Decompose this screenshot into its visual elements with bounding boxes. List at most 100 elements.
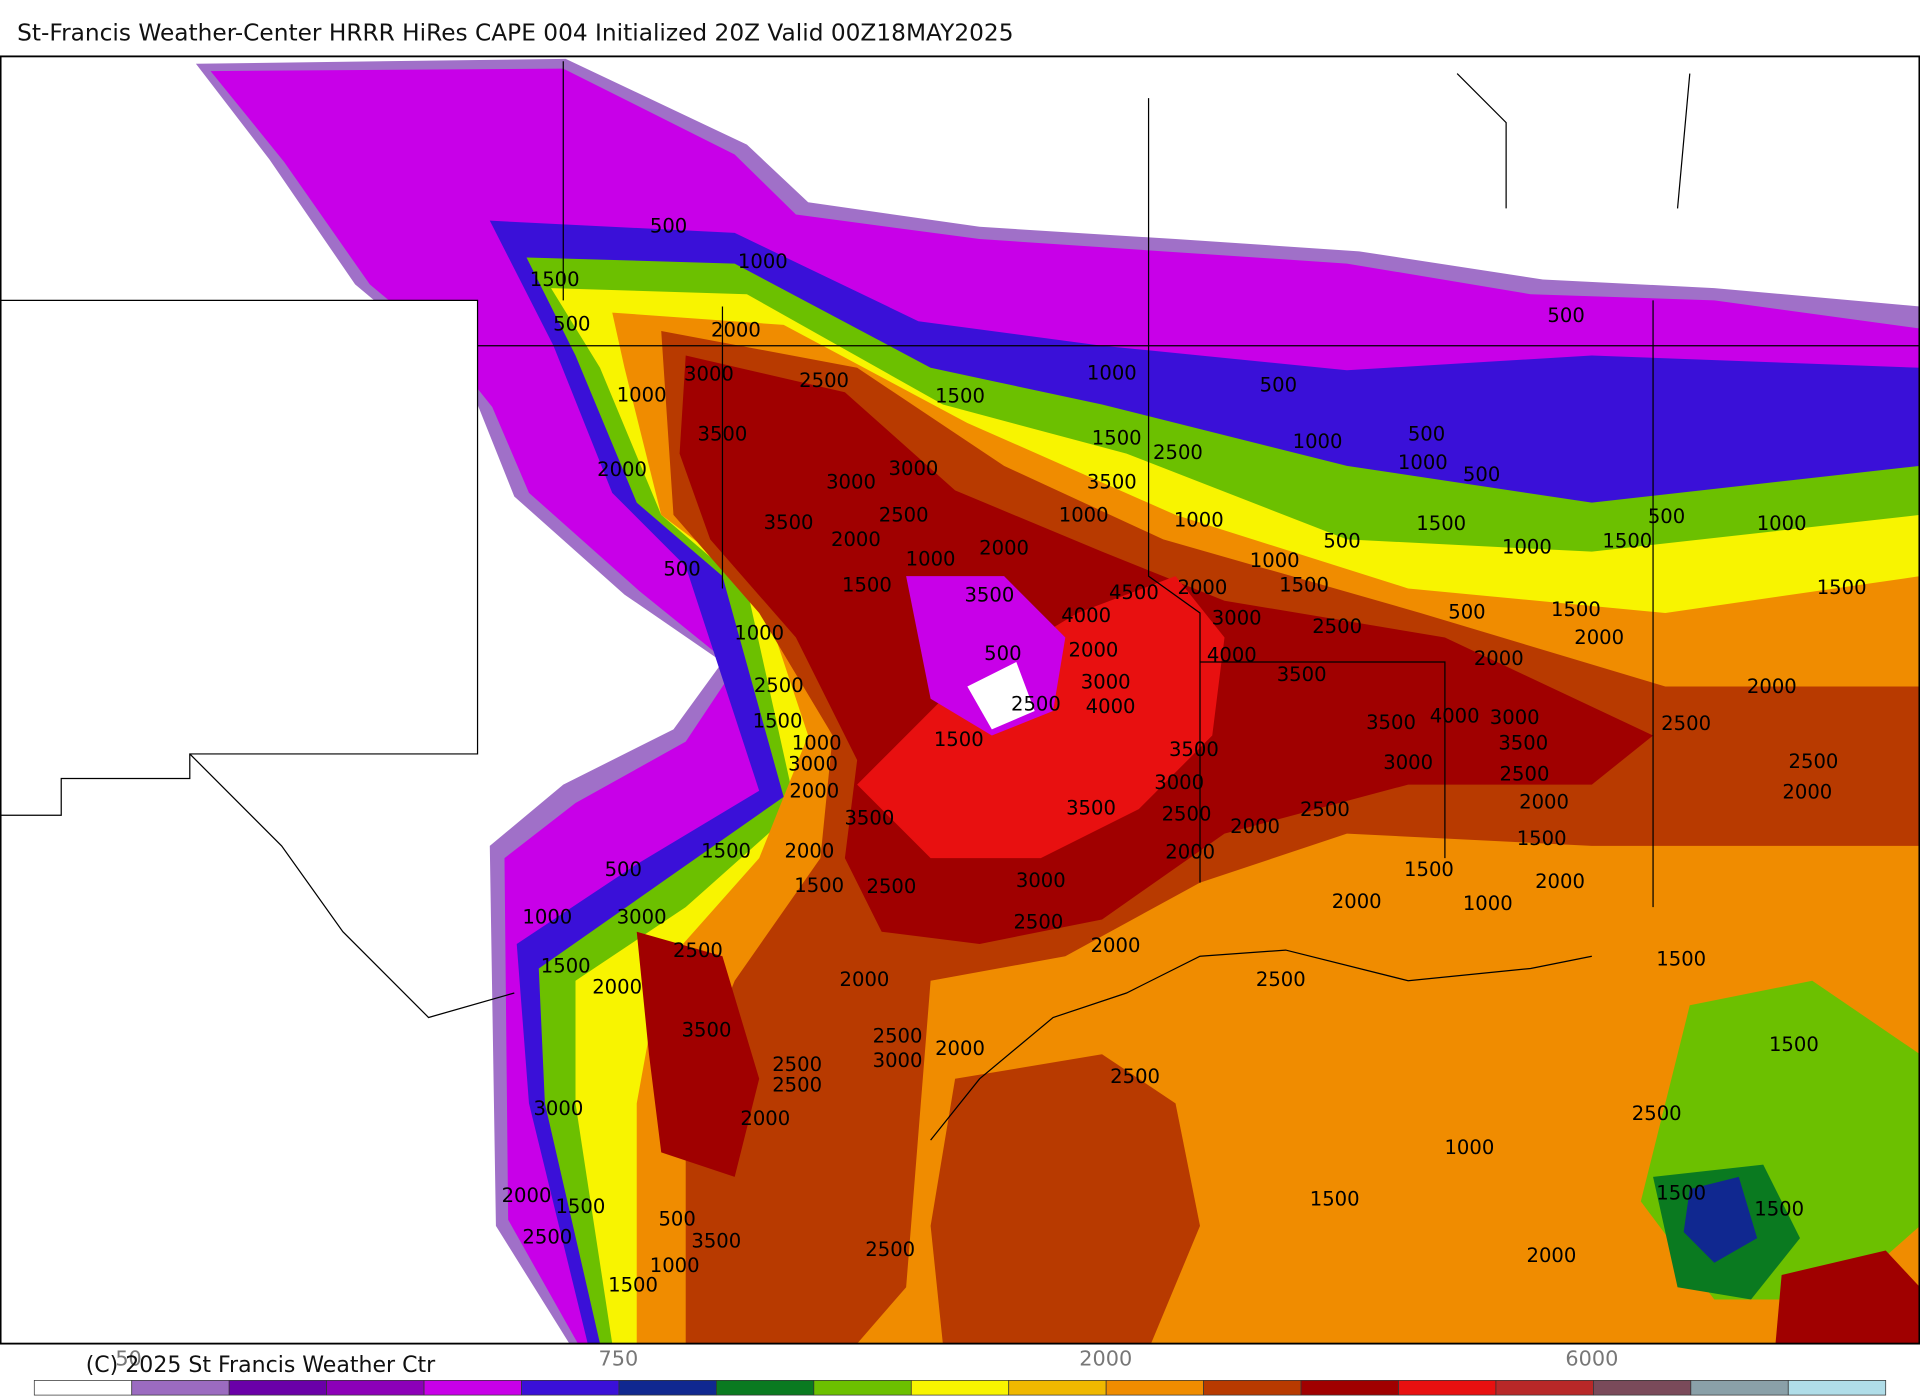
contour-label: 2000 bbox=[1178, 576, 1228, 599]
contour-label: 2500 bbox=[772, 1053, 822, 1076]
contour-label: 1500 bbox=[701, 840, 751, 863]
colorbar-swatch bbox=[1008, 1380, 1107, 1396]
colorbar-swatch bbox=[521, 1380, 620, 1396]
colorbar: 50 750 2000 6000 bbox=[33, 1347, 1887, 1396]
contour-label: 2000 bbox=[711, 318, 761, 341]
contour-label: 1500 bbox=[934, 728, 984, 751]
contour-label: 1500 bbox=[530, 268, 580, 291]
colorbar-swatch bbox=[1593, 1380, 1692, 1396]
contour-label: 500 bbox=[1260, 374, 1297, 397]
contour-label: 2500 bbox=[1500, 762, 1550, 785]
contour-label: 1000 bbox=[650, 1254, 700, 1277]
copyright: (C) 2025 St Francis Weather Ctr bbox=[86, 1353, 436, 1378]
contour-label: 2000 bbox=[1535, 870, 1585, 893]
contour-label: 1500 bbox=[541, 955, 591, 978]
contour-label: 1500 bbox=[1754, 1197, 1804, 1220]
contour-label: 3500 bbox=[698, 423, 748, 446]
contour-label: 2500 bbox=[1110, 1065, 1160, 1088]
contour-label: 1500 bbox=[753, 710, 803, 733]
contour-label: 3000 bbox=[1016, 869, 1066, 892]
colorbar-swatch bbox=[1398, 1380, 1497, 1396]
contour-label: 1000 bbox=[1059, 504, 1109, 527]
contour-label: 500 bbox=[658, 1207, 695, 1230]
contour-label: 500 bbox=[605, 858, 642, 881]
contour-label: 500 bbox=[1648, 505, 1685, 528]
contour-label: 3000 bbox=[826, 471, 876, 494]
contour-label: 2500 bbox=[1789, 750, 1839, 773]
contour-label: 2000 bbox=[1230, 815, 1280, 838]
contour-label: 3500 bbox=[1498, 732, 1548, 755]
contour-label: 1500 bbox=[1602, 529, 1652, 552]
colorbar-label: 50 bbox=[115, 1347, 141, 1371]
contour-label: 1000 bbox=[906, 548, 956, 571]
contour-label: 2000 bbox=[1519, 790, 1569, 813]
contour-label: 3500 bbox=[1066, 797, 1116, 820]
contour-label: 3000 bbox=[889, 457, 939, 480]
contour-label: 500 bbox=[984, 642, 1021, 665]
contour-label: 1000 bbox=[1087, 361, 1137, 384]
contour-label: 3500 bbox=[1087, 471, 1137, 494]
contour-label: 3500 bbox=[1169, 738, 1219, 761]
contour-label: 3000 bbox=[684, 363, 734, 386]
contour-label: 2500 bbox=[1300, 798, 1350, 821]
contour-label: 1500 bbox=[555, 1195, 605, 1218]
contour-label: 3000 bbox=[788, 752, 838, 775]
contour-label: 2500 bbox=[865, 1238, 915, 1261]
contour-label: 500 bbox=[663, 558, 700, 581]
contour-label: 1500 bbox=[794, 874, 844, 897]
contour-label: 1500 bbox=[608, 1273, 658, 1296]
contour-label: 1500 bbox=[1656, 947, 1706, 970]
contour-label: 3000 bbox=[1490, 706, 1540, 729]
contour-label: 2500 bbox=[1011, 692, 1061, 715]
contour-label: 2000 bbox=[1091, 934, 1141, 957]
contour-label: 1000 bbox=[617, 383, 667, 406]
contour-label: 1000 bbox=[1250, 549, 1300, 572]
contour-label: 2000 bbox=[597, 458, 647, 481]
contour-label: 1000 bbox=[734, 621, 784, 644]
colorbar-swatch bbox=[1495, 1380, 1594, 1396]
contour-label: 500 bbox=[1448, 600, 1485, 623]
contour-label: 2500 bbox=[1661, 712, 1711, 735]
contour-label: 1000 bbox=[1757, 512, 1807, 535]
contour-label: 1500 bbox=[1404, 858, 1454, 881]
map-frame bbox=[0, 55, 1920, 1345]
contour-label: 2500 bbox=[673, 939, 723, 962]
contour-label: 1000 bbox=[1444, 1136, 1494, 1159]
contour-label: 4500 bbox=[1109, 581, 1159, 604]
contour-label: 2000 bbox=[831, 528, 881, 551]
contour-label: 2500 bbox=[867, 875, 917, 898]
contour-label: 1000 bbox=[1502, 535, 1552, 558]
contour-label: 1500 bbox=[1517, 827, 1567, 850]
colorbar-swatch bbox=[131, 1380, 230, 1396]
colorbar-label: 750 bbox=[599, 1347, 639, 1371]
contour-label: 2000 bbox=[789, 779, 839, 802]
contour-label: 3500 bbox=[764, 511, 814, 534]
colorbar-swatch bbox=[1787, 1380, 1887, 1396]
contour-label: 3500 bbox=[682, 1018, 732, 1041]
colorbar-swatch bbox=[228, 1380, 327, 1396]
contour-label: 1000 bbox=[1174, 509, 1224, 532]
contour-label: 3500 bbox=[844, 806, 894, 829]
contour-label: 3000 bbox=[617, 906, 667, 929]
contour-label: 3000 bbox=[533, 1097, 583, 1120]
contour-label: 2000 bbox=[784, 840, 834, 863]
contour-label: 3000 bbox=[1212, 607, 1262, 630]
colorbar-swatch bbox=[1203, 1380, 1302, 1396]
contour-label: 2500 bbox=[879, 504, 929, 527]
contour-label: 2500 bbox=[873, 1025, 923, 1048]
contour-label: 1500 bbox=[1279, 573, 1329, 596]
cape-field bbox=[0, 58, 1920, 1344]
contour-label: 3500 bbox=[1277, 663, 1327, 686]
contour-label: 500 bbox=[650, 214, 687, 237]
contour-label: 2000 bbox=[1782, 781, 1832, 804]
contour-label: 500 bbox=[1463, 463, 1500, 486]
contour-label: 1500 bbox=[1769, 1033, 1819, 1056]
contour-label: 500 bbox=[553, 312, 590, 335]
contour-label: 500 bbox=[1323, 529, 1360, 552]
contour-label: 2000 bbox=[1069, 638, 1119, 661]
contour-label: 3500 bbox=[691, 1229, 741, 1252]
colorbar-swatch bbox=[618, 1380, 717, 1396]
colorbar-swatch bbox=[33, 1380, 133, 1396]
colorbar-swatch bbox=[910, 1380, 1010, 1396]
contour-label: 1500 bbox=[1092, 426, 1142, 449]
